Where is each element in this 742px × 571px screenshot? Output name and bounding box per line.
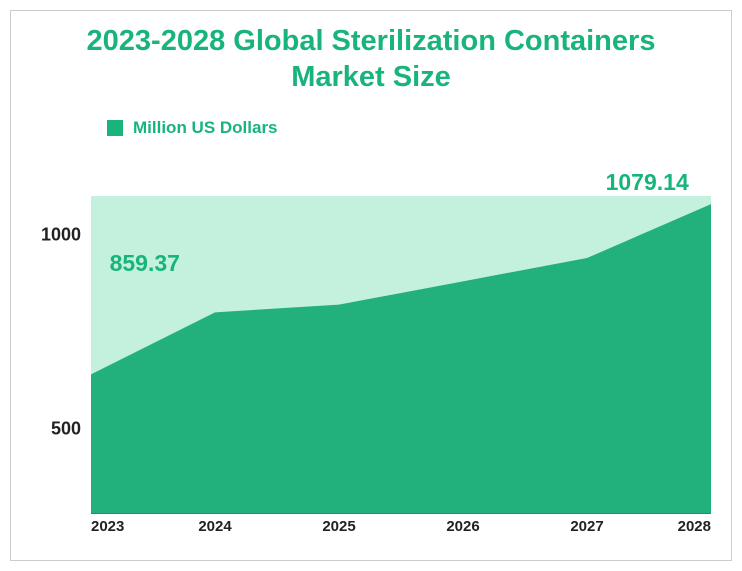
x-tick-label: 2028 — [678, 518, 711, 535]
x-tick-label: 2026 — [446, 518, 479, 535]
chart-frame: 2023-2028 Global Sterilization Container… — [10, 10, 732, 561]
x-tick-label: 2024 — [198, 518, 231, 535]
x-tick-label: 2025 — [322, 518, 355, 535]
data-label: 1079.14 — [606, 169, 689, 196]
legend: Million US Dollars — [11, 96, 731, 138]
x-axis: 2023 2024 2025 2026 2027 2028 — [91, 514, 711, 540]
legend-label: Million US Dollars — [133, 118, 278, 138]
y-tick-label: 500 — [51, 418, 81, 439]
y-tick-label: 1000 — [41, 224, 81, 245]
chart-title-line2: Market Size — [41, 59, 701, 95]
data-label: 859.37 — [110, 250, 180, 277]
x-tick-label: 2023 — [91, 518, 124, 535]
chart-title: 2023-2028 Global Sterilization Container… — [11, 11, 731, 96]
area-svg — [91, 196, 711, 514]
chart-area: 859.371079.14 5001000 202320242025202620… — [31, 196, 711, 540]
plot-region: 859.371079.14 — [91, 196, 711, 514]
x-tick-label: 2027 — [570, 518, 603, 535]
chart-title-line1: 2023-2028 Global Sterilization Container… — [41, 23, 701, 59]
legend-swatch-icon — [107, 120, 123, 136]
